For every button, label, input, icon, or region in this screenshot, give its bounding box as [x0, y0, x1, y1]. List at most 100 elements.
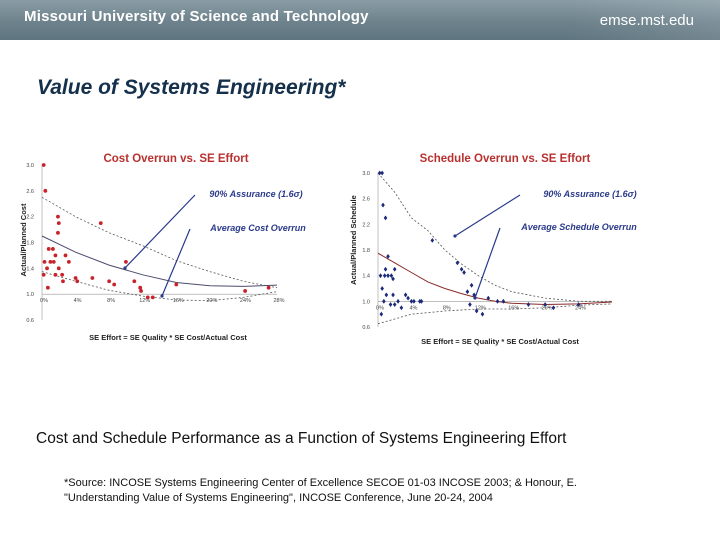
- figure-caption: Cost and Schedule Performance as a Funct…: [36, 430, 567, 447]
- cost-data-point: [46, 247, 51, 251]
- cost-x-tick-label: 24%: [240, 298, 251, 304]
- schedule-series-line: [377, 252, 613, 306]
- cost-series-line: [41, 271, 278, 302]
- cost-x-tick-label: 8%: [107, 298, 115, 304]
- cost-y-tick-label: 0.6: [26, 318, 34, 324]
- cost-data-point: [56, 266, 61, 271]
- schedule-data-point: [495, 298, 500, 304]
- schedule-annotation-assurance: 90% Assurance (1.6σ): [543, 189, 636, 199]
- schedule-x-tick-label: 16%: [508, 305, 519, 311]
- source-line-2: "Understanding Value of Systems Engineer…: [64, 492, 493, 504]
- schedule-y-tick-label: 1.8: [362, 248, 370, 254]
- cost-data-point: [63, 253, 68, 258]
- cost-annotation-arrowhead: [123, 266, 127, 270]
- cost-data-point: [41, 163, 46, 167]
- schedule-data-point: [382, 298, 386, 304]
- schedule-y-tick-label: 0.6: [362, 325, 370, 331]
- schedule-data-point: [430, 237, 435, 243]
- schedule-series-line: [377, 172, 612, 302]
- cost-x-axis-label: SE Effort = SE Quality * SE Cost/Actual …: [89, 333, 247, 342]
- cost-data-point: [243, 289, 248, 293]
- cost-data-point: [174, 282, 179, 287]
- cost-y-tick-label: 2.6: [26, 189, 34, 195]
- schedule-data-point: [380, 170, 384, 176]
- schedule-x-tick-label: 0%: [376, 305, 384, 311]
- schedule-data-point: [526, 302, 531, 307]
- schedule-data-point: [419, 298, 424, 304]
- schedule-data-point: [469, 282, 474, 288]
- schedule-data-point: [480, 311, 485, 317]
- schedule-data-point: [465, 289, 470, 295]
- slide-header: Missouri University of Science and Techn…: [0, 0, 720, 40]
- schedule-data-point: [412, 298, 416, 304]
- schedule-y-tick-label: 3.0: [362, 171, 370, 177]
- cost-x-tick-label: 28%: [273, 298, 284, 304]
- schedule-y-tick-label: 2.2: [362, 222, 370, 228]
- cost-data-point: [53, 272, 58, 277]
- schedule-data-point: [391, 292, 395, 298]
- cost-annotation-average: Average Cost Overrun: [209, 223, 306, 233]
- schedule-y-axis-label: Actual/Planned Schedule: [349, 195, 358, 285]
- schedule-data-point: [472, 292, 476, 298]
- cost-data-point: [60, 272, 65, 277]
- schedule-data-point: [384, 292, 389, 298]
- cost-data-point: [112, 282, 117, 287]
- cost-data-point: [56, 230, 60, 235]
- cost-data-point: [51, 247, 55, 251]
- source-note: *Source: INCOSE Systems Engineering Cent…: [64, 476, 674, 506]
- schedule-data-point: [455, 260, 460, 266]
- cost-data-point: [56, 214, 60, 219]
- schedule-data-point: [462, 270, 466, 275]
- schedule-x-tick-label: 24%: [575, 305, 586, 311]
- schedule-x-axis-label: SE Effort = SE Quality * SE Cost/Actual …: [421, 337, 579, 346]
- cost-data-point: [124, 259, 128, 264]
- schedule-annotation-arrow: [474, 227, 501, 299]
- schedule-data-point: [383, 215, 388, 221]
- cost-data-point: [132, 279, 137, 284]
- schedule-data-point: [403, 292, 408, 298]
- schedule-data-point: [389, 273, 394, 279]
- cost-data-point: [43, 188, 48, 193]
- cost-data-point: [90, 276, 95, 280]
- cost-chart-title: Cost Overrun vs. SE Effort: [103, 153, 248, 165]
- cost-data-point: [45, 285, 50, 290]
- slide-title: Value of Systems Engineering*: [37, 76, 346, 99]
- schedule-data-point: [551, 305, 556, 311]
- cost-data-point: [139, 289, 143, 293]
- schedule-x-tick-label: 20%: [542, 305, 553, 311]
- cost-y-tick-label: 1.8: [26, 241, 34, 247]
- cost-data-point: [61, 279, 65, 284]
- cost-data-point: [107, 279, 112, 284]
- cost-data-point: [150, 295, 155, 300]
- university-name: Missouri University of Science and Techn…: [24, 8, 369, 25]
- cost-data-point: [145, 295, 150, 300]
- schedule-data-point: [382, 273, 387, 279]
- schedule-annotation-average: Average Schedule Overrun: [520, 222, 637, 232]
- cost-annotation-arrowhead: [160, 294, 164, 298]
- cost-data-point: [45, 266, 49, 271]
- schedule-x-tick-label: 12%: [475, 305, 486, 311]
- cost-data-point: [41, 272, 46, 277]
- charts-figure: Cost Overrun vs. SE Effort 0.6 1.0 1.4 1.8 2.…: [2, 142, 718, 498]
- cost-data-point: [42, 259, 47, 264]
- cost-x-tick-label: 0%: [40, 298, 48, 304]
- site-url: emse.mst.edu: [599, 12, 694, 29]
- schedule-y-tick-label: 2.6: [362, 197, 370, 203]
- schedule-data-point: [474, 308, 479, 314]
- cost-annotation-arrow: [161, 228, 191, 297]
- schedule-chart-title: Schedule Overrun vs. SE Effort: [420, 153, 591, 165]
- cost-data-point: [75, 279, 80, 284]
- cost-data-point: [138, 285, 143, 290]
- schedule-data-point: [409, 298, 414, 304]
- cost-data-point: [56, 221, 61, 226]
- schedule-data-point: [378, 273, 383, 279]
- cost-data-point: [266, 285, 271, 290]
- schedule-annotation-arrow: [454, 194, 521, 237]
- cost-x-tick-label: 16%: [173, 298, 184, 304]
- cost-annotation-arrow: [124, 194, 196, 269]
- cost-data-point: [53, 253, 58, 258]
- cost-data-point: [48, 259, 53, 264]
- schedule-y-tick-label: 1.4: [362, 274, 370, 280]
- cost-annotation-assurance: 90% Assurance (1.6σ): [209, 189, 302, 199]
- schedule-data-point: [377, 170, 382, 176]
